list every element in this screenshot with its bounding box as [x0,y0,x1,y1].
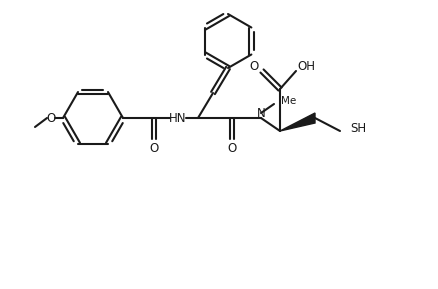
Text: HN: HN [169,112,186,125]
Text: SH: SH [349,121,365,134]
Text: O: O [249,60,258,73]
Text: O: O [149,142,158,155]
Text: O: O [227,142,236,155]
Text: Me: Me [280,96,296,106]
Text: OH: OH [297,60,314,73]
Text: O: O [46,112,56,125]
Polygon shape [279,113,314,131]
Text: N: N [256,107,265,119]
